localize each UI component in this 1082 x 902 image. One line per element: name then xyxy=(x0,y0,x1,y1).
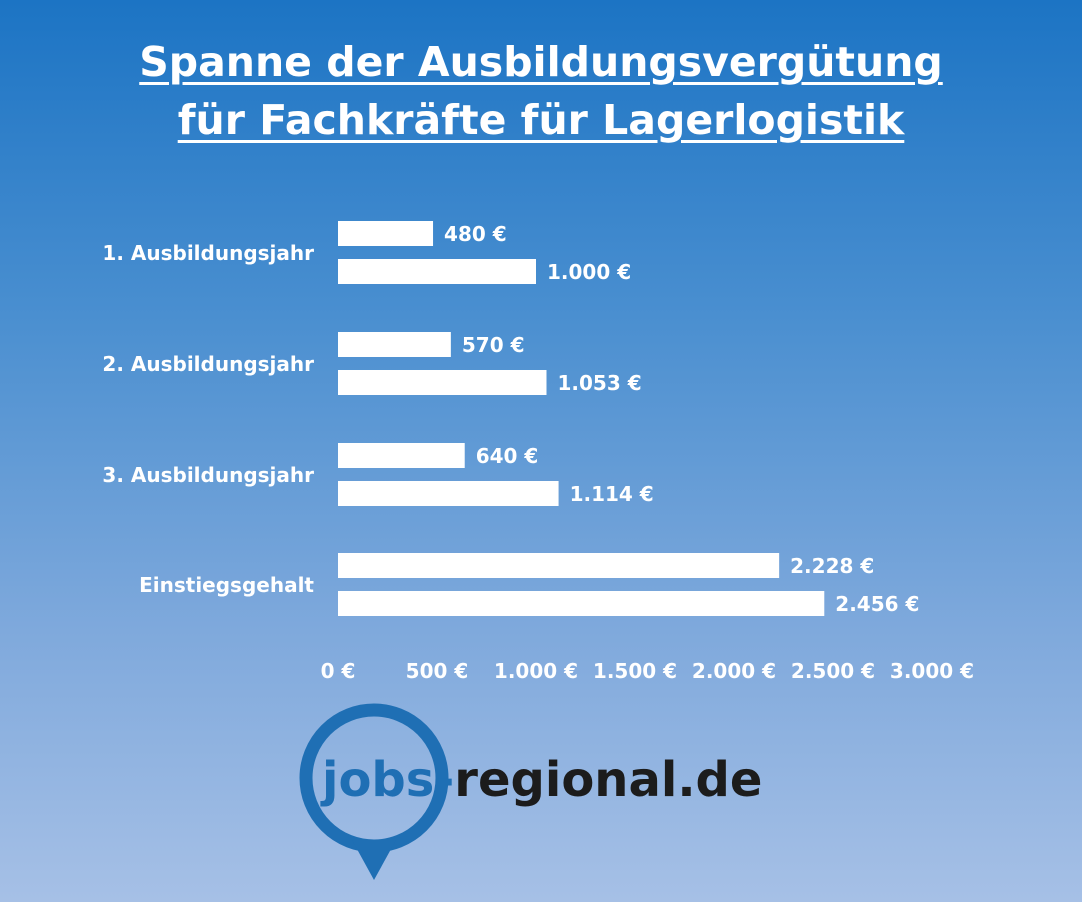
bars xyxy=(338,221,825,616)
x-tick-label: 2.500 € xyxy=(791,659,875,683)
chart-title-line-1: Spanne der Ausbildungsvergütung xyxy=(139,38,943,86)
data-label: 2.456 € xyxy=(835,592,919,616)
x-axis-ticks: 0 € 500 € 1.000 € 1.500 € 2.000 € 2.500 € 3.00… xyxy=(321,659,974,683)
x-tick-label: 500 € xyxy=(406,659,469,683)
x-tick-label: 1.000 € xyxy=(494,659,578,683)
svg-text:jobs-regional.de: jobs-regional.de xyxy=(320,752,762,808)
bar-min xyxy=(338,553,780,578)
bar-max xyxy=(338,259,536,284)
x-tick-label: 3.000 € xyxy=(890,659,974,683)
value-labels: 480 € 1.000 € 570 € 1.053 € 640 € 1.114 € 2.22… xyxy=(444,222,919,616)
chart-title-line-2: für Fachkräfte für Lagerlogistik xyxy=(177,96,905,144)
category-label: 3. Ausbildungsjahr xyxy=(102,463,314,487)
bar-max xyxy=(338,370,547,395)
x-tick-label: 0 € xyxy=(321,659,356,683)
data-label: 640 € xyxy=(476,444,539,468)
logo-text-regional: regional.de xyxy=(454,752,762,808)
category-labels: 1. Ausbildungsjahr 2. Ausbildungsjahr 3. A… xyxy=(102,241,314,597)
data-label: 570 € xyxy=(462,333,525,357)
bar-min xyxy=(338,221,434,246)
category-label: 1. Ausbildungsjahr xyxy=(102,241,314,265)
category-label: 2. Ausbildungsjahr xyxy=(102,352,314,376)
x-tick-label: 2.000 € xyxy=(692,659,776,683)
data-label: 480 € xyxy=(444,222,507,246)
category-label: Einstiegsgehalt xyxy=(139,573,314,597)
data-label: 1.053 € xyxy=(557,371,641,395)
bar-max xyxy=(338,591,825,616)
bar-chart: 1. Ausbildungsjahr 2. Ausbildungsjahr 3. A… xyxy=(0,0,1082,720)
bar-min xyxy=(338,332,451,357)
bar-max xyxy=(338,481,559,506)
location-pin-icon xyxy=(299,703,449,880)
x-tick-label: 1.500 € xyxy=(593,659,677,683)
data-label: 1.114 € xyxy=(570,482,654,506)
logo-text-jobs: jobs- xyxy=(320,752,454,808)
data-label: 1.000 € xyxy=(547,260,631,284)
bar-min xyxy=(338,443,465,468)
data-label: 2.228 € xyxy=(790,554,874,578)
